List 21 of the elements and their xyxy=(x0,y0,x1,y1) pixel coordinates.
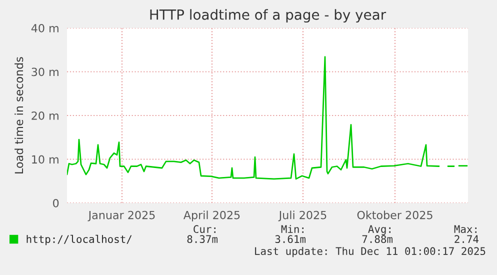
text: 8.37m xyxy=(187,235,218,244)
y-tick-label: 30 m xyxy=(32,68,58,76)
x-tick-label: Oktober 2025 xyxy=(357,210,432,220)
x-tick-label: Juli 2025 xyxy=(278,210,326,222)
text: Avg: xyxy=(368,225,390,236)
text: Cur: xyxy=(194,225,216,234)
y-tick-label: 0 xyxy=(53,198,59,208)
text: Last update: Thu Dec 11 01:00:17 2025 xyxy=(255,246,486,258)
y-tick-label: 20 m xyxy=(32,111,58,120)
text: Max: xyxy=(454,225,476,234)
text: 3.61m xyxy=(275,235,306,244)
y-axis-title: Load time in seconds xyxy=(14,57,24,174)
text: Min: xyxy=(281,224,304,233)
legend-label: http://localhost/ xyxy=(26,234,132,246)
x-tick-label: Januar 2025 xyxy=(88,210,155,222)
y-tick-label: 10 m xyxy=(32,155,58,164)
y-tick-label: 40 m xyxy=(31,24,58,32)
chart-title: HTTP loadtime of a page - by year xyxy=(150,9,386,23)
text: 7.88m xyxy=(362,235,393,244)
text: 2.74 xyxy=(454,235,479,243)
x-tick-label: April 2025 xyxy=(183,210,240,222)
